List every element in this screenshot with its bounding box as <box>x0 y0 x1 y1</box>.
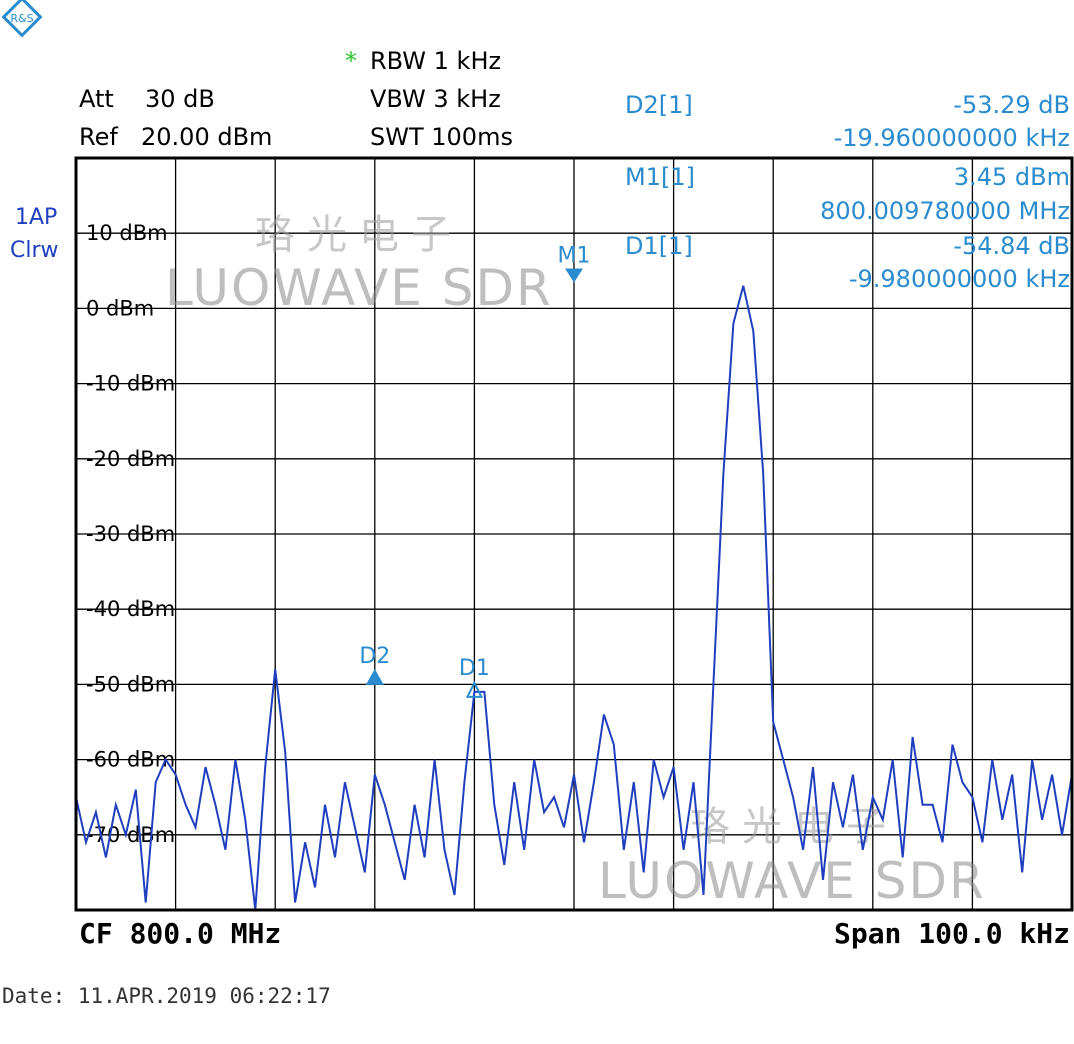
y-tick-label: -30 dBm <box>86 522 175 546</box>
watermark: 珞光电子 LUOWAVE SDR 珞光电子 LUOWAVE SDR <box>165 212 986 910</box>
marker-m1-symbol <box>565 268 583 283</box>
markers: M1 D1 D2 <box>359 243 591 698</box>
watermark-cn-top: 珞光电子 <box>255 212 463 258</box>
capture-date: Date: 11.APR.2019 06:22:17 <box>2 984 331 1008</box>
marker-d2-symbol <box>365 668 384 685</box>
ref-value: 20.00 dBm <box>141 123 273 151</box>
y-tick-label: 0 dBm <box>86 296 154 320</box>
y-tick-label: -50 dBm <box>86 672 175 696</box>
plot-frame <box>74 156 1074 912</box>
att-value: 30 dB <box>145 85 215 113</box>
trace-mode-line1: 1AP <box>15 205 58 230</box>
rbw-modified-star: * <box>345 47 357 75</box>
rs-logo-text: R&S <box>10 12 33 25</box>
y-tick-labels: 10 dBm 0 dBm -10 dBm -20 dBm -30 dBm -40 dBm -… <box>86 221 175 847</box>
marker-d2-freq: -19.960000000 kHz <box>833 124 1070 152</box>
marker-d1-name: D1[1] <box>625 232 693 260</box>
marker-d2-name: D2[1] <box>625 91 693 119</box>
marker-d1-value: -54.84 dB <box>953 232 1070 260</box>
marker-m1-name: M1[1] <box>625 163 695 191</box>
span-setting: Span 100.0 kHz <box>833 917 1070 950</box>
watermark-cn-bottom: 珞光电子 <box>690 804 898 850</box>
marker-m1-label: M1 <box>558 243 591 268</box>
y-tick-label: -10 dBm <box>86 372 175 396</box>
watermark-en-top: LUOWAVE SDR <box>165 259 553 317</box>
y-tick-label: -60 dBm <box>86 748 175 772</box>
marker-d1-freq: -9.980000000 kHz <box>848 265 1070 293</box>
y-tick-label: -40 dBm <box>86 597 175 621</box>
marker-d2-value: -53.29 dB <box>953 91 1070 119</box>
marker-m1-freq: 800.009780000 MHz <box>820 197 1070 225</box>
marker-m1-value: 3.45 dBm <box>953 163 1070 191</box>
rbw-setting: RBW 1 kHz <box>370 47 502 75</box>
ref-label: Ref <box>79 123 118 151</box>
rs-logo: R&S <box>1 0 43 38</box>
center-frequency: CF 800.0 MHz <box>79 917 282 950</box>
plot-grid <box>76 158 1072 910</box>
marker-d2-label: D2 <box>359 644 390 669</box>
marker-d1-label: D1 <box>459 656 490 681</box>
marker-d1-symbol <box>465 680 484 698</box>
trace-mode-line2: Clrw <box>10 238 59 263</box>
swt-setting: SWT 100ms <box>370 123 513 151</box>
vbw-setting: VBW 3 kHz <box>370 85 501 113</box>
y-tick-label: -20 dBm <box>86 447 175 471</box>
att-label: Att <box>79 85 114 113</box>
spectrum-trace <box>75 285 1073 911</box>
y-tick-label: 10 dBm <box>86 221 168 245</box>
watermark-en-bottom: LUOWAVE SDR <box>598 852 986 910</box>
